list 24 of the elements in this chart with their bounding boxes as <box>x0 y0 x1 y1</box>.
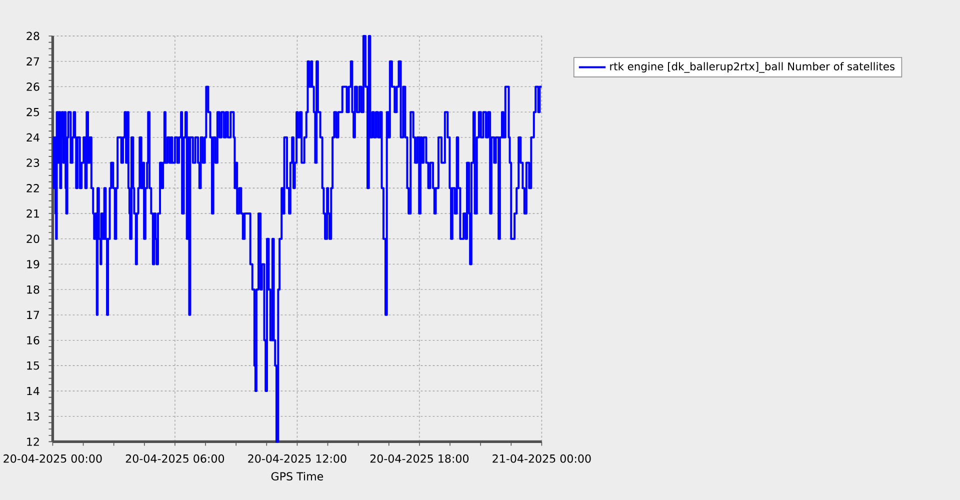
y-tick-label: 20 <box>26 234 40 244</box>
y-tick-label: 17 <box>27 310 40 319</box>
legend-label: rtk engine [dk_ballerup2rtx]_ball Number of satellites <box>610 62 895 73</box>
x-tick-label: 20-04-2025 00:00 <box>4 454 102 463</box>
x-tick-label: 20-04-2025 18:00 <box>370 454 469 463</box>
y-tick-label: 25 <box>26 108 40 116</box>
y-tick-label: 19 <box>27 260 40 268</box>
y-tick-label: 14 <box>27 386 40 396</box>
y-tick-label: 15 <box>27 362 40 370</box>
y-tick-label: 24 <box>26 133 40 142</box>
y-tick-label: 28 <box>26 32 40 40</box>
y-tick-label: 13 <box>27 412 40 421</box>
x-tick-label: 20-04-2025 12:00 <box>248 454 346 463</box>
y-tick-label: 27 <box>26 57 40 66</box>
y-tick-label: 23 <box>26 158 40 167</box>
y-tick-label: 26 <box>26 82 40 91</box>
y-tick-label: 16 <box>27 336 40 344</box>
x-tick-label: 21-04-2025 00:00 <box>492 454 591 463</box>
y-tick-label: 22 <box>26 184 39 192</box>
y-tick-label: 21 <box>26 209 39 218</box>
y-tick-label: 18 <box>27 285 40 294</box>
x-axis-title: GPS Time <box>271 472 324 480</box>
y-tick-label: 12 <box>27 438 39 446</box>
x-tick-label: 20-04-2025 06:00 <box>126 454 224 463</box>
